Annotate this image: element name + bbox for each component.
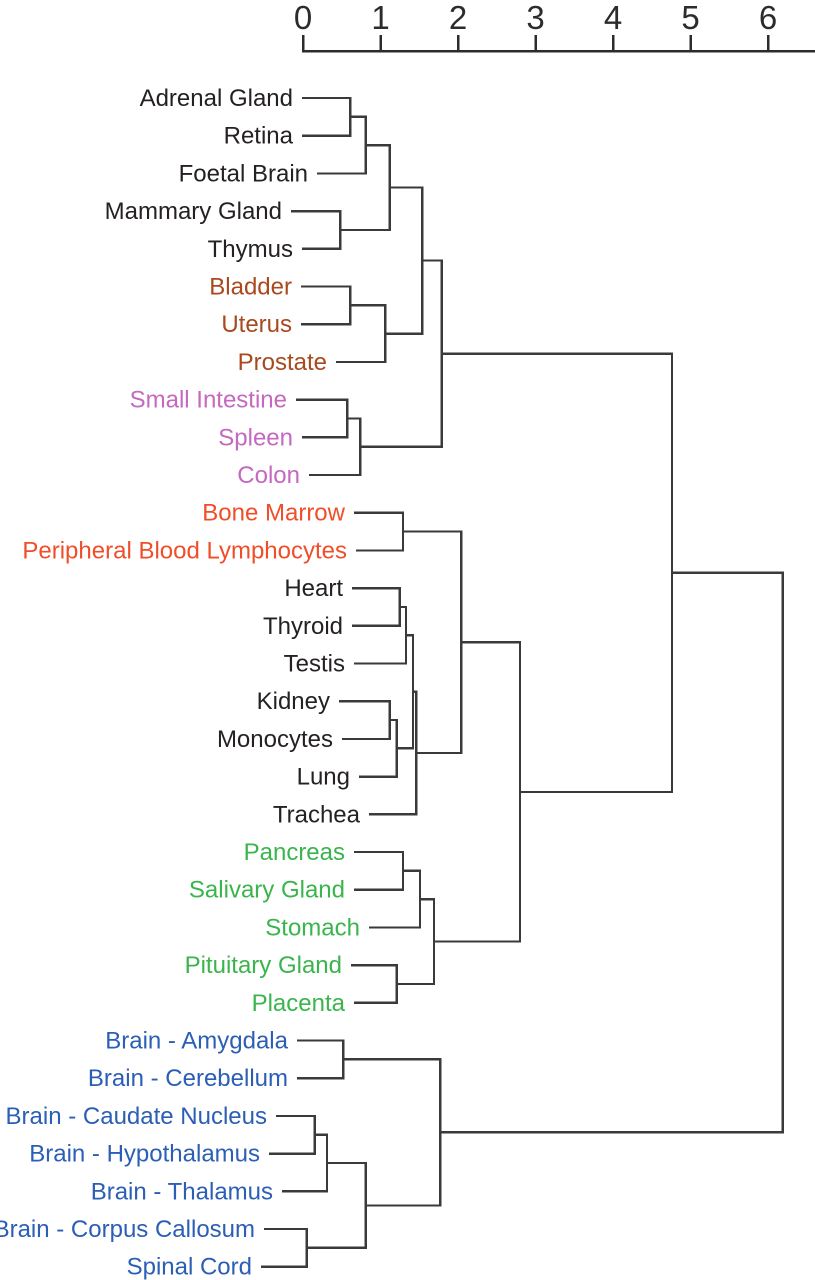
leaf-label: Colon	[237, 462, 300, 489]
leaf-label: Spleen	[218, 424, 293, 451]
leaf-label: Adrenal Gland	[140, 85, 293, 112]
leaf-label: Brain - Hypothalamus	[29, 1141, 260, 1168]
leaf-label: Retina	[224, 123, 294, 150]
leaf-label: Kidney	[257, 688, 330, 715]
axis-tick-label: 0	[294, 0, 312, 36]
leaf-label: Bone Marrow	[202, 500, 345, 527]
leaf-label: Mammary Gland	[105, 198, 282, 225]
leaf-label: Brain - Corpus Callosum	[0, 1216, 255, 1243]
leaf-label: Monocytes	[217, 726, 333, 753]
leaf-label: Spinal Cord	[127, 1254, 252, 1280]
leaf-label: Bladder	[209, 274, 292, 301]
leaf-label: Heart	[284, 575, 343, 602]
leaf-label: Thymus	[208, 236, 293, 263]
axis-tick-label: 4	[604, 0, 622, 36]
leaf-label: Salivary Gland	[189, 877, 345, 904]
axis-tick-label: 6	[759, 0, 777, 36]
axis-tick-label: 2	[449, 0, 467, 36]
leaf-label: Foetal Brain	[179, 160, 308, 187]
leaf-label: Stomach	[265, 914, 360, 941]
leaf-label: Trachea	[273, 801, 361, 828]
leaf-label: Prostate	[238, 349, 327, 376]
leaf-label: Pancreas	[244, 839, 345, 866]
leaf-label: Lung	[297, 764, 350, 791]
leaf-label: Brain - Caudate Nucleus	[6, 1103, 267, 1130]
leaf-label: Peripheral Blood Lymphocytes	[22, 537, 347, 564]
leaf-label: Brain - Cerebellum	[88, 1065, 288, 1092]
axis-tick-label: 5	[681, 0, 699, 36]
leaf-label: Brain - Amygdala	[105, 1028, 288, 1055]
leaf-label: Placenta	[252, 990, 346, 1017]
leaf-label: Small Intestine	[130, 387, 287, 414]
axis-tick-label: 1	[371, 0, 389, 36]
axis-tick-label: 3	[526, 0, 544, 36]
leaf-label: Testis	[284, 651, 345, 678]
leaf-label: Brain - Thalamus	[91, 1178, 273, 1205]
leaf-label: Thyroid	[263, 613, 343, 640]
leaf-label: Uterus	[221, 311, 292, 338]
leaf-label: Pituitary Gland	[185, 952, 342, 979]
